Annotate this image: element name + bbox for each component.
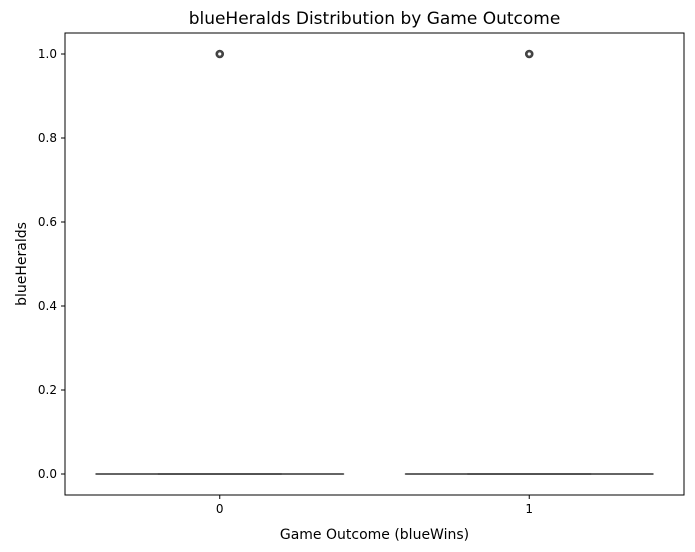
- box-0: [95, 49, 345, 475]
- y-axis-title: blueHeralds: [14, 222, 30, 306]
- chart-title: blueHeralds Distribution by Game Outcome: [189, 9, 561, 29]
- y-axis: 0.0 0.2 0.4 0.6 0.8 1.0: [38, 47, 65, 481]
- outlier-point-0-0: [215, 49, 225, 59]
- y-tick-label: 0.2: [38, 383, 57, 397]
- y-tick-label: 1.0: [38, 47, 57, 61]
- plot-frame: [64, 32, 685, 496]
- box-1: [404, 49, 654, 475]
- y-tick-label: 0.8: [38, 131, 57, 145]
- y-tick-label: 0.0: [38, 467, 57, 481]
- outlier-ring-0-0: [216, 51, 223, 57]
- y-tick-label: 0.6: [38, 215, 57, 229]
- outlier-point-1-0: [524, 49, 534, 59]
- x-tick-label: 0: [216, 502, 224, 516]
- y-tick-label: 0.4: [38, 299, 57, 313]
- x-tick-label: 1: [525, 502, 533, 516]
- x-axis-title: Game Outcome (blueWins): [280, 527, 469, 543]
- plot-area: [64, 32, 685, 496]
- outlier-ring-1-0: [526, 51, 533, 57]
